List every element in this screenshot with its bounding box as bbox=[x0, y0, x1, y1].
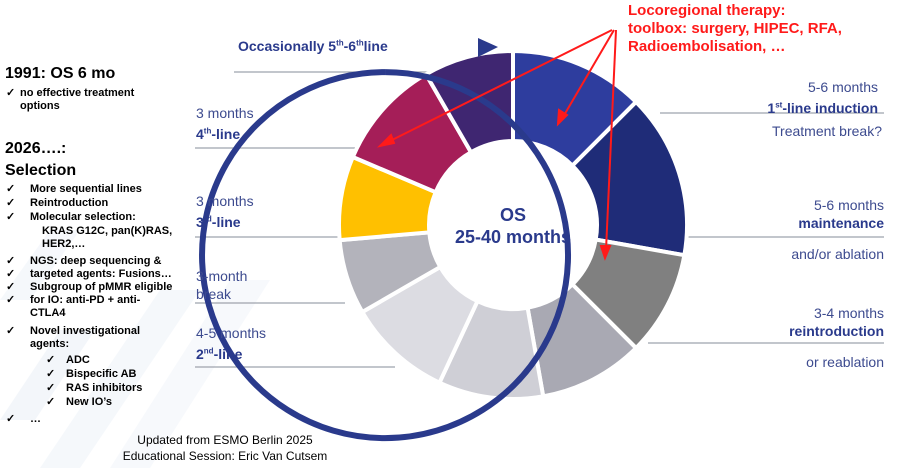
break-label: 3-month break bbox=[196, 267, 247, 303]
footer-line-2: Educational Session: Eric Van Cutsem bbox=[122, 449, 328, 463]
fourth-line-label: 3 months 4th-line bbox=[196, 104, 254, 143]
fourth-rest: -line bbox=[211, 125, 241, 142]
selection-list-item: agents: bbox=[30, 338, 70, 350]
occasionally-text-c: line bbox=[363, 38, 388, 54]
no-effective-line-2: options bbox=[20, 100, 60, 112]
fourth-duration: 3 months bbox=[196, 105, 254, 121]
second-line-label: 4-5 months 2nd-line bbox=[196, 324, 266, 363]
center-months: 25-40 months bbox=[454, 227, 572, 247]
reintroduction-label: 3-4 months reintroduction bbox=[789, 304, 884, 340]
second-rest: -line bbox=[213, 345, 243, 362]
selection-list-item: Molecular selection: bbox=[30, 211, 136, 223]
cycle-arrowhead bbox=[478, 38, 498, 57]
selection-list-item: targeted agents: Fusions… bbox=[30, 268, 172, 280]
heading-2026: 2026….: bbox=[5, 140, 67, 157]
third-num: 3 bbox=[196, 213, 204, 230]
reintro-extra-label: or reablation bbox=[806, 354, 884, 370]
check-icon: ✓ bbox=[46, 382, 56, 394]
selection-list-item: RAS inhibitors bbox=[66, 382, 143, 394]
cycle-arc bbox=[199, 69, 571, 442]
selection-list-item: ADC bbox=[66, 354, 90, 366]
third-rest: -line bbox=[211, 213, 241, 230]
check-icon: ✓ bbox=[46, 354, 56, 366]
footer-line-1: Updated from ESMO Berlin 2025 bbox=[137, 433, 313, 447]
check-icon: ✓ bbox=[6, 255, 16, 267]
selection-list-item: KRAS G12C, pan(K)RAS, bbox=[42, 225, 173, 237]
segment-maintenance bbox=[569, 99, 689, 258]
fourth-num: 4 bbox=[196, 125, 204, 142]
red-arrowhead-maint bbox=[599, 245, 612, 261]
selection-list-item: CTLA4 bbox=[30, 307, 66, 319]
selection-list-item: NGS: deep sequencing & bbox=[30, 255, 162, 267]
source-footer: Updated from ESMO Berlin 2025 Educationa… bbox=[100, 432, 350, 464]
maint-duration: 5-6 months bbox=[813, 197, 884, 213]
third-line-label: 3 months 3rd-line bbox=[196, 192, 254, 231]
third-duration: 3 months bbox=[196, 193, 254, 209]
selection-list-item: HER2,… bbox=[42, 238, 86, 250]
red-arrowhead-first bbox=[556, 108, 569, 127]
occasionally-text-b: 6 bbox=[348, 38, 357, 54]
second-num: 2 bbox=[196, 345, 204, 362]
locoregional-line-1: Locoregional therapy: bbox=[628, 2, 786, 19]
locoregional-line-3: Radioembolisation, … bbox=[628, 38, 786, 55]
red-arrowhead-fourth bbox=[376, 133, 396, 148]
break-line-2: break bbox=[196, 286, 232, 302]
selection-list-item: Reintroduction bbox=[30, 197, 109, 209]
center-label: OS 25-40 months bbox=[418, 204, 608, 248]
locoregional-arrows bbox=[376, 29, 617, 261]
heading-selection: Selection bbox=[5, 162, 77, 179]
check-icon: ✓ bbox=[6, 211, 16, 223]
check-icon: ✓ bbox=[6, 87, 16, 99]
check-icon: ✓ bbox=[6, 268, 16, 280]
reintro-text: reintroduction bbox=[789, 323, 884, 339]
maint-extra-label: and/or ablation bbox=[791, 246, 884, 262]
occasionally-dash: - bbox=[343, 38, 349, 54]
first-num: 1 bbox=[767, 99, 776, 116]
selection-list-item: for IO: anti-PD + anti- bbox=[30, 294, 141, 306]
red-arrow-fourth bbox=[387, 29, 613, 143]
background-stripes bbox=[0, 230, 270, 468]
second-duration: 4-5 months bbox=[196, 325, 267, 341]
maint-text: maintenance bbox=[798, 215, 884, 231]
break-line-1: 3-month bbox=[196, 268, 248, 284]
second-sup: nd bbox=[203, 346, 214, 355]
check-icon: ✓ bbox=[6, 413, 16, 425]
check-icon: ✓ bbox=[6, 197, 16, 209]
selection-list-item: More sequential lines bbox=[30, 183, 142, 195]
red-arrow-maint bbox=[605, 29, 617, 251]
occasionally-text-a: Occasionally 5 bbox=[238, 38, 337, 54]
selection-list-item: Bispecific AB bbox=[66, 368, 137, 380]
check-icon: ✓ bbox=[6, 325, 16, 337]
treatment-break-label: Treatment break? bbox=[772, 123, 882, 139]
check-icon: ✓ bbox=[46, 396, 56, 408]
occasionally-sup-b: th bbox=[356, 38, 364, 48]
check-icon: ✓ bbox=[6, 281, 16, 293]
first-sup: st bbox=[775, 100, 783, 109]
third-sup: rd bbox=[203, 214, 212, 223]
first-duration: 5-6 months bbox=[807, 79, 878, 95]
check-icon: ✓ bbox=[6, 294, 16, 306]
occasionally-label: Occasionally 5th-6thline bbox=[238, 38, 388, 54]
selection-list-item: Novel investigational bbox=[30, 325, 141, 337]
selection-list-item: … bbox=[30, 413, 41, 425]
locoregional-line-2: toolbox: surgery, HIPEC, RFA, bbox=[628, 20, 842, 37]
occasionally-sup-a: th bbox=[336, 38, 344, 48]
reintro-duration: 3-4 months bbox=[813, 305, 884, 321]
check-icon: ✓ bbox=[46, 368, 56, 380]
fourth-sup: th bbox=[203, 126, 212, 135]
center-os: OS bbox=[499, 205, 526, 225]
selection-list-item: New IO’s bbox=[66, 396, 113, 408]
selection-list-item: Subgroup of pMMR eligible bbox=[30, 281, 173, 293]
red-arrow-first bbox=[562, 29, 615, 118]
check-icon: ✓ bbox=[6, 183, 16, 195]
first-line-label: 5-6 months 1st-line induction bbox=[767, 78, 878, 117]
heading-1991: 1991: OS 6 mo bbox=[5, 65, 116, 82]
first-rest: -line induction bbox=[782, 99, 878, 116]
maintenance-label: 5-6 months maintenance bbox=[798, 196, 884, 232]
no-effective-line-1: no effective treatment bbox=[20, 87, 135, 99]
